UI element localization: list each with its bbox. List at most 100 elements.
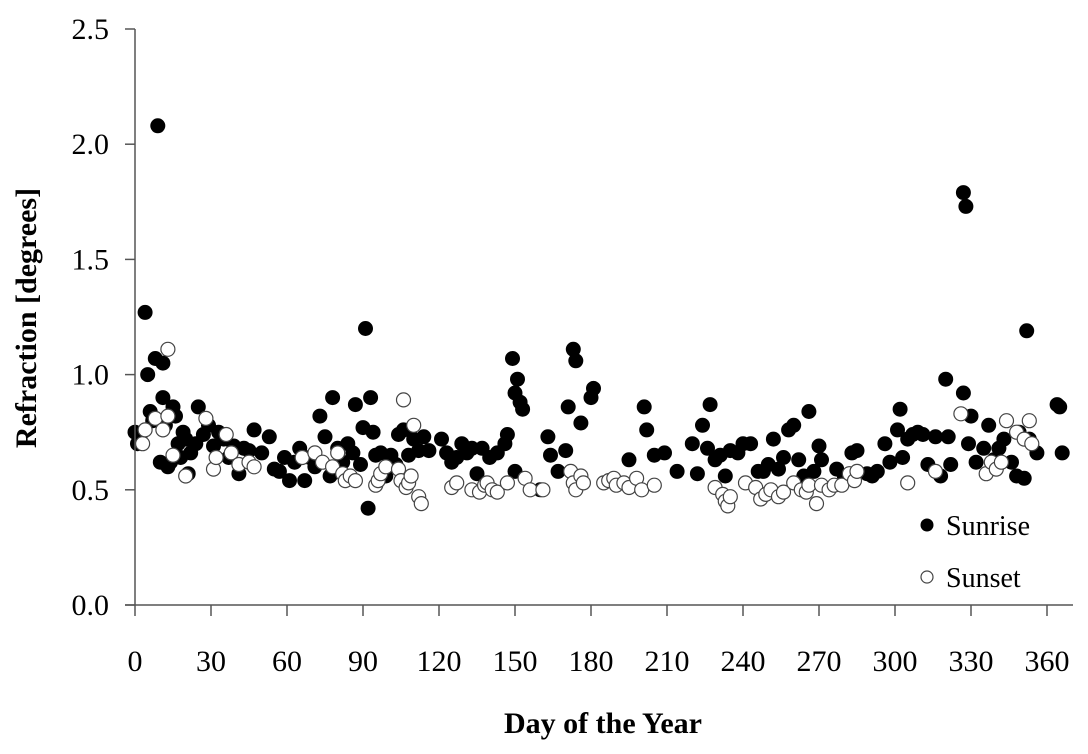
sunrise-point [312,408,328,424]
sunrise-point [1016,470,1032,486]
sunrise-point [849,443,865,459]
sunrise-point [543,447,558,463]
sunrise-point [358,321,373,336]
sunset-point [135,436,151,452]
sunrise-point [347,397,363,413]
sunset-point [160,341,176,357]
sunset-point [646,477,662,493]
sunrise-point [890,422,905,438]
sunrise-point [510,371,525,387]
sunrise-point [416,429,432,445]
x-tick-label: 330 [949,645,994,678]
sunset-point [998,413,1015,429]
sunrise-point [363,390,379,406]
sunrise-point [882,454,898,470]
sunrise-point [968,454,984,470]
sunrise-point [1052,399,1068,415]
sunrise-point [469,466,485,482]
legend-item-sunrise: Sunrise [920,511,1030,542]
sunset-point [1024,436,1040,452]
sunset-point [900,475,916,491]
sunset-point [489,484,505,500]
sunrise-point [586,380,601,396]
sunrise-point [791,452,807,468]
sunset-point [208,449,224,466]
sunrise-point [743,436,759,452]
y-tick-label: 0.5 [72,474,110,507]
sunrise-point [657,445,672,461]
sunset-point [395,392,412,408]
x-axis-title: Day of the Year [504,707,702,740]
sunrise-point [246,422,262,438]
sunset-point [330,445,346,461]
sunset-point [218,426,234,443]
x-tick-label: 360 [1025,645,1070,678]
sunrise-point [639,422,655,438]
legend: Sunrise Sunset [920,511,1030,594]
sunset-point [413,496,429,512]
y-tick-label: 2.0 [72,128,110,161]
sunrise-point [702,397,718,413]
sunrise-point [869,463,885,479]
sunrise-point [776,450,791,465]
y-axis-title: Refraction [degrees] [10,188,43,448]
sunrise-point [940,429,956,445]
x-tick-label: 90 [348,645,378,678]
plot-area [127,118,1070,516]
sunrise-point [550,463,566,479]
sunset-point [634,482,650,498]
sunrise-point [961,436,976,452]
sunrise-point [765,431,781,447]
sunrise-point [958,198,974,214]
sunrise-point [155,390,171,406]
sunrise-point [669,463,685,479]
sunrise-point [996,431,1012,447]
sunrise-point [801,404,817,419]
sunset-point [406,417,422,433]
x-tick-label: 210 [645,645,690,678]
sunset-point [927,463,944,479]
sunset-point [1021,413,1037,429]
sunset-point [499,475,515,491]
sunrise-point [1019,323,1035,339]
sunrise-point [892,401,908,417]
legend-label-sunset: Sunset [946,563,1021,594]
x-tick-label: 180 [569,645,614,678]
sunrise-point [271,463,287,479]
sunset-point [953,406,969,422]
x-tick-label: 300 [873,645,918,678]
sunrise-point [636,399,652,415]
sunrise-point [684,436,700,452]
sunset-point [246,459,262,475]
sunrise-point [505,351,520,366]
sunrise-point [943,457,959,472]
sunrise-point [558,443,574,459]
sunrise-point [621,452,637,468]
sunset-point [155,422,171,438]
sunset-point [137,422,153,438]
sunset-point [849,463,865,479]
filled-circle-icon [920,518,934,532]
sunrise-point [938,371,954,387]
sunset-point [178,468,194,484]
x-tick-label: 150 [493,645,538,678]
sunset-point [535,482,551,498]
x-tick-label: 240 [721,645,766,678]
sunrise-point [695,417,710,433]
sunrise-point [811,438,827,454]
sunset-point [294,449,310,466]
sunrise-point [877,436,893,452]
sunrise-point [700,440,715,456]
sunrise-point [345,445,361,461]
x-tick-label: 0 [128,645,143,678]
x-tick-label: 120 [417,645,462,678]
sunrise-point [895,450,911,465]
sunrise-point [540,429,556,445]
sunrise-point [360,500,376,516]
sunset-point [223,445,239,461]
y-tick-label: 0.0 [72,589,110,622]
sunset-point [449,475,465,491]
sunrise-point [1054,445,1070,461]
sunrise-point [137,304,153,320]
sunrise-point [317,429,333,445]
